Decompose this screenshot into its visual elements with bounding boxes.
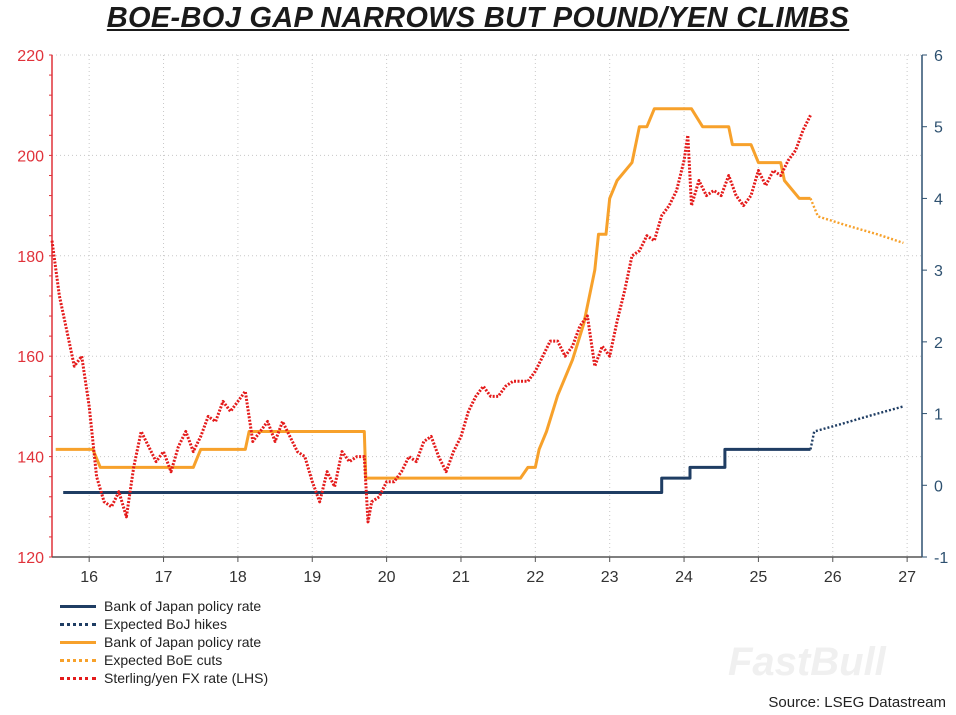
legend-swatch	[60, 604, 96, 608]
y-left-tick-label: 180	[17, 249, 44, 266]
legend-swatch	[60, 640, 96, 644]
source-label: Source: LSEG Datastream	[768, 694, 946, 711]
x-tick-label: 22	[526, 569, 544, 586]
y-right-tick-label: 6	[934, 48, 943, 65]
series-line	[55, 107, 811, 480]
y-right-tick-label: 5	[934, 120, 943, 137]
series-line	[809, 405, 904, 450]
x-tick-label: 16	[80, 569, 98, 586]
x-tick-label: 18	[229, 569, 247, 586]
legend-label: Bank of Japan policy rate	[104, 634, 262, 650]
legend-label: Expected BoJ hikes	[104, 616, 227, 632]
series-line	[809, 197, 904, 245]
watermark: FastBull	[728, 640, 886, 684]
legend-swatch	[60, 658, 96, 662]
series-line	[50, 114, 812, 524]
legend-swatch	[60, 622, 96, 626]
y-right-tick-label: 3	[934, 263, 943, 280]
x-tick-label: 19	[303, 569, 321, 586]
x-tick-label: 17	[155, 569, 173, 586]
y-left-tick-label: 160	[17, 349, 44, 366]
legend-label: Bank of Japan policy rate	[104, 598, 262, 614]
series-line	[63, 447, 811, 494]
y-left-tick-label: 140	[17, 450, 44, 467]
legend-label: Expected BoE cuts	[104, 652, 223, 668]
chart-title: BOE-BOJ GAP NARROWS BUT POUND/YEN CLIMBS	[106, 2, 850, 34]
x-tick-label: 24	[675, 569, 693, 586]
y-right-tick-label: -1	[934, 550, 948, 567]
y-right-tick-label: 1	[934, 407, 943, 424]
y-left-tick-label: 220	[17, 48, 44, 65]
y-right-tick-label: 4	[934, 191, 943, 208]
legend-item: Expected BoJ hikes	[60, 615, 268, 633]
legend-item: Bank of Japan policy rate	[60, 597, 268, 615]
x-tick-label: 21	[452, 569, 470, 586]
x-tick-label: 25	[750, 569, 768, 586]
y-left-tick-label: 120	[17, 550, 44, 567]
x-tick-label: 26	[824, 569, 842, 586]
legend: Bank of Japan policy rate Expected BoJ h…	[60, 597, 268, 687]
legend-item: Expected BoE cuts	[60, 651, 268, 669]
x-tick-label: 27	[898, 569, 916, 586]
legend-item: Sterling/yen FX rate (LHS)	[60, 669, 268, 687]
x-tick-label: 23	[601, 569, 619, 586]
y-left-tick-label: 200	[17, 148, 44, 165]
legend-label: Sterling/yen FX rate (LHS)	[104, 670, 269, 686]
y-right-tick-label: 0	[934, 478, 943, 495]
legend-item: Bank of Japan policy rate	[60, 633, 268, 651]
y-right-tick-label: 2	[934, 335, 943, 352]
x-tick-label: 20	[378, 569, 396, 586]
legend-swatch	[60, 676, 96, 680]
